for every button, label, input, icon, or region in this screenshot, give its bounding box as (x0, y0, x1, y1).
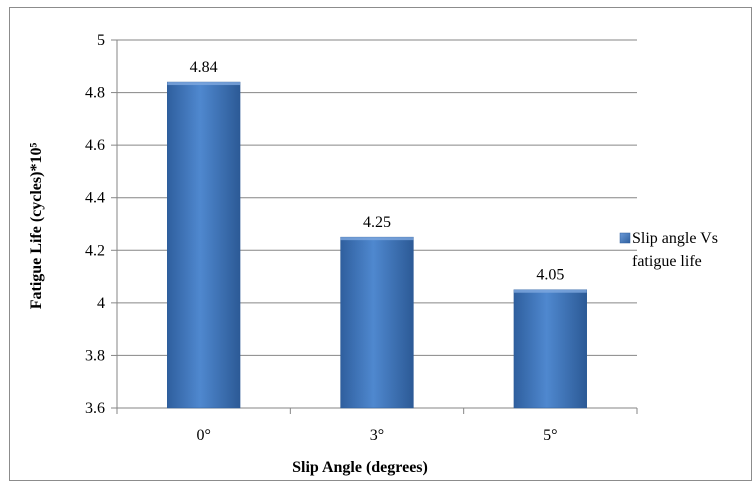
x-tick-label: 0° (196, 427, 210, 444)
bar (340, 236, 414, 409)
y-tick-label: 4 (97, 295, 105, 312)
legend: Slip angle Vs fatigue life (619, 230, 718, 270)
y-tick-label: 5 (97, 32, 105, 49)
legend-swatch (619, 232, 631, 244)
data-label: 4.84 (190, 59, 218, 76)
bar (167, 81, 241, 409)
legend-label-line2: fatigue life (632, 253, 702, 270)
bar-top-highlight (513, 289, 587, 293)
data-label: 4.25 (363, 214, 391, 231)
y-tick-label: 4.2 (85, 242, 105, 259)
x-tick-label: 5° (543, 427, 557, 444)
y-axis-title: Fatigue Life (cycles)*10⁵ (28, 143, 45, 310)
y-tick-label: 4.6 (85, 137, 105, 154)
bar (513, 289, 587, 409)
bar-top-highlight (340, 237, 414, 241)
bars (167, 81, 587, 409)
y-tick-label: 3.8 (85, 347, 105, 364)
y-tick-labels: 3.6 3.8 4 4.2 4.4 4.6 4.8 5 (85, 32, 105, 417)
x-axis-title: Slip Angle (degrees) (292, 459, 428, 476)
y-tick-label: 4.4 (85, 190, 105, 207)
bar-top-highlight (167, 82, 241, 86)
x-tick-label: 3° (370, 427, 384, 444)
data-labels: 4.84 4.25 4.05 (190, 59, 565, 284)
y-tick-label: 4.8 (85, 85, 105, 102)
legend-label-line1: Slip angle Vs (632, 230, 718, 247)
y-tick-label: 3.6 (85, 400, 105, 417)
data-label: 4.05 (536, 267, 564, 284)
x-tick-labels: 0° 3° 5° (196, 427, 557, 444)
